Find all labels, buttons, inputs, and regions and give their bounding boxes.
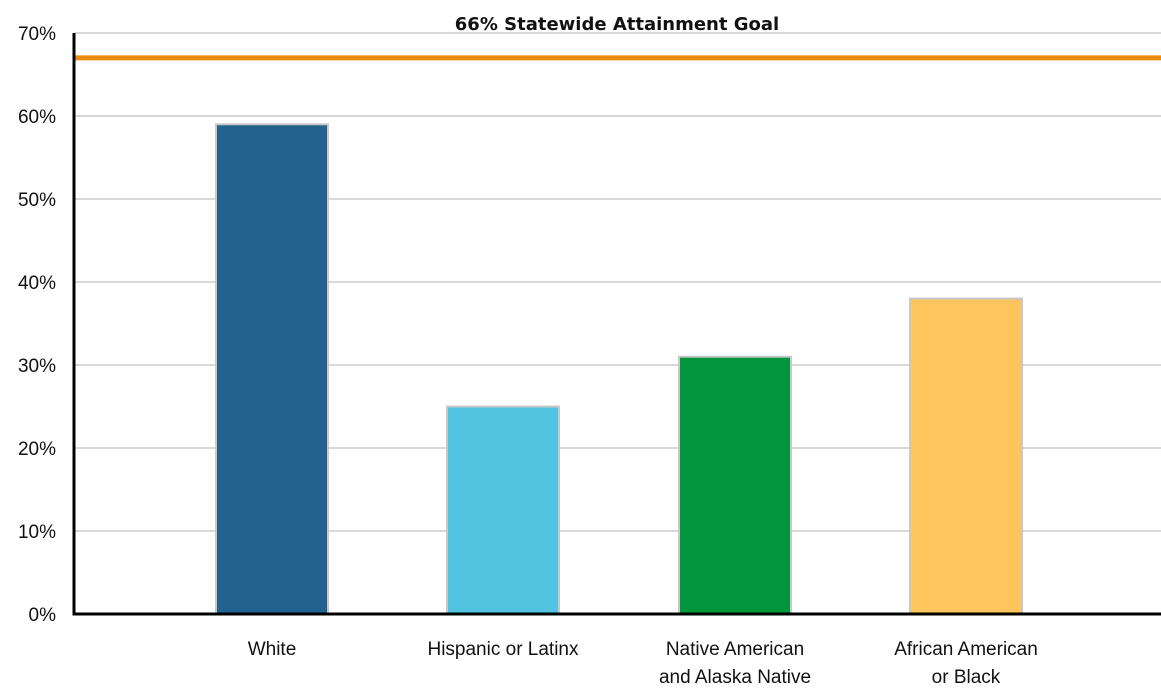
category-label-0-line-0: White xyxy=(248,639,297,660)
bar-0 xyxy=(215,123,329,616)
y-tick-label-60: 60% xyxy=(18,107,56,128)
category-label-2-line-0: Native American xyxy=(666,639,804,660)
bar-2 xyxy=(678,355,792,615)
y-tick-label-40: 40% xyxy=(18,273,56,294)
category-label-3-line-1: or Black xyxy=(932,667,1001,688)
y-tick-label-10: 10% xyxy=(18,522,56,543)
y-tick-label-0: 0% xyxy=(29,605,57,626)
goal-label: 66% Statewide Attainment Goal xyxy=(455,14,779,35)
axes xyxy=(72,33,1161,616)
category-label-3-line-0: African American xyxy=(894,639,1038,660)
goal-reference: 66% Statewide Attainment Goal xyxy=(74,14,1161,61)
bar-3 xyxy=(909,297,1023,615)
category-labels: White Hispanic or Latinx Native American an… xyxy=(248,639,1038,688)
y-tick-label-30: 30% xyxy=(18,356,56,377)
category-label-1-line-0: Hispanic or Latinx xyxy=(427,639,579,660)
bar-1 xyxy=(446,405,560,615)
y-tick-label-20: 20% xyxy=(18,439,56,460)
y-tick-labels: 0% 10% 20% 30% 40% 50% 60% 70% xyxy=(18,24,56,626)
category-label-2-line-1: and Alaska Native xyxy=(659,667,811,688)
y-tick-label-70: 70% xyxy=(18,24,56,45)
y-tick-label-50: 50% xyxy=(18,190,56,211)
bars xyxy=(215,123,1023,616)
